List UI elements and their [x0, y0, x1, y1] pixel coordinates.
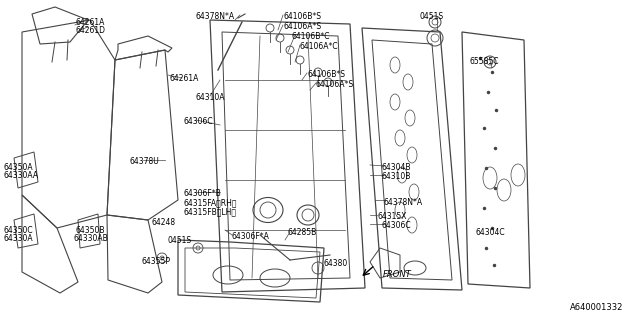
Text: 0451S: 0451S: [168, 236, 192, 245]
Text: 64106B*S: 64106B*S: [283, 12, 321, 21]
Text: FRONT: FRONT: [383, 270, 412, 279]
Text: 64330AB: 64330AB: [73, 234, 108, 243]
Text: 64306F*A: 64306F*A: [232, 232, 270, 241]
Text: 64315X: 64315X: [377, 212, 406, 221]
Text: 64306C: 64306C: [381, 221, 411, 230]
Text: 64310B: 64310B: [381, 172, 410, 181]
Text: 64306F*B: 64306F*B: [184, 189, 221, 198]
Text: 64380: 64380: [323, 259, 348, 268]
Text: 64350C: 64350C: [4, 226, 34, 235]
Text: 64350A: 64350A: [4, 163, 34, 172]
Text: 64310A: 64310A: [196, 93, 225, 102]
Text: 64378N*A: 64378N*A: [196, 12, 235, 21]
Text: 64261D: 64261D: [75, 26, 105, 35]
Text: 64248: 64248: [152, 218, 176, 227]
Text: 64106A*C: 64106A*C: [299, 42, 338, 51]
Text: 64378U: 64378U: [130, 157, 160, 166]
Text: 64304B: 64304B: [381, 163, 410, 172]
Text: 64261A: 64261A: [170, 74, 200, 83]
Text: 64106B*S: 64106B*S: [307, 70, 345, 79]
Text: 64315FB〈LH〉: 64315FB〈LH〉: [184, 207, 237, 216]
Text: 64261A: 64261A: [75, 18, 104, 27]
Text: 65585C: 65585C: [470, 57, 499, 66]
Text: 0451S: 0451S: [420, 12, 444, 21]
Text: 64106B*C: 64106B*C: [292, 32, 330, 41]
Text: 64285B: 64285B: [288, 228, 317, 237]
Text: 64330AA: 64330AA: [4, 171, 39, 180]
Text: 64306C: 64306C: [184, 117, 214, 126]
Text: 64378N*A: 64378N*A: [383, 198, 422, 207]
Text: 64315FA〈RH〉: 64315FA〈RH〉: [184, 198, 237, 207]
Text: A640001332: A640001332: [570, 303, 623, 312]
Text: 64330A: 64330A: [4, 234, 34, 243]
Text: 64106A*S: 64106A*S: [283, 22, 321, 31]
Text: 64304C: 64304C: [476, 228, 506, 237]
Text: 64350B: 64350B: [76, 226, 106, 235]
Text: 64106A*S: 64106A*S: [316, 80, 354, 89]
Text: 64355P: 64355P: [141, 257, 170, 266]
